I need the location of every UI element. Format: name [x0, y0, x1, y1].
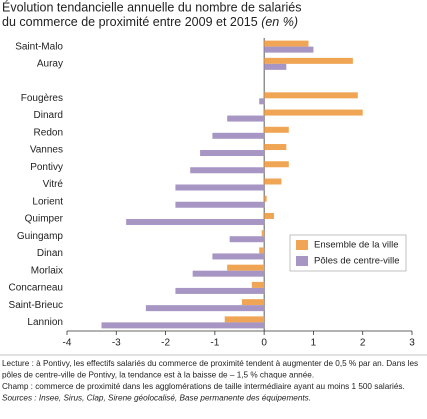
note: Lecture : à Pontivy, les effectifs salar…: [2, 359, 418, 368]
legend-label: Ensemble de la ville: [314, 240, 399, 251]
y-tick-label: Morlaix: [31, 265, 63, 276]
subtitle-unit: (en %): [261, 15, 298, 29]
bar: [264, 195, 267, 202]
bar: [212, 253, 265, 260]
bar: [264, 212, 274, 219]
x-tick-label: 2: [360, 338, 366, 349]
bar: [175, 184, 265, 191]
y-tick-label: Vitré: [43, 179, 64, 190]
y-tick-label: Redon: [34, 127, 63, 138]
y-tick-label: Concarneau: [9, 283, 63, 294]
bar: [212, 132, 265, 139]
bar: [264, 144, 287, 151]
chart-title: Évolution tendancielle annuelle du nombr…: [2, 0, 302, 14]
bar: [241, 299, 265, 306]
bar: [224, 316, 265, 323]
chart-subtitle: du commerce de proximité entre 2009 et 2…: [2, 15, 298, 29]
y-tick-label: Guingamp: [17, 231, 64, 242]
subtitle-text: du commerce de proximité entre 2009 et 2…: [2, 15, 258, 29]
bar: [200, 150, 265, 157]
bar: [264, 161, 289, 168]
bar: [101, 322, 265, 329]
note: pôles de centre-ville de Pontivy, la ten…: [2, 371, 314, 380]
x-tick-label: 1: [311, 338, 317, 349]
bar: [251, 281, 265, 288]
bar: [192, 270, 265, 277]
y-tick-label: Saint-Brieuc: [9, 300, 63, 311]
y-tick-label: Saint-Malo: [15, 41, 63, 52]
y-tick-label: Fougères: [21, 93, 63, 104]
bar: [126, 218, 265, 225]
bar: [264, 109, 363, 116]
bar: [175, 287, 265, 294]
legend-swatch: [296, 240, 308, 250]
bar: [261, 230, 265, 237]
bar: [264, 46, 314, 53]
legend-label: Pôles de centre-ville: [314, 256, 400, 267]
x-tick-label: -3: [112, 338, 121, 349]
legend-box: [289, 234, 407, 272]
x-tick-label: -4: [63, 338, 72, 349]
bar: [264, 178, 282, 185]
bar: [190, 167, 265, 174]
y-tick-label: Quimper: [25, 214, 64, 225]
bar: [264, 92, 358, 99]
bar: [145, 305, 265, 312]
y-tick-label: Dinard: [34, 110, 63, 121]
x-tick-label: 0: [261, 338, 267, 349]
bar: [229, 236, 265, 243]
y-tick-label: Auray: [37, 58, 63, 69]
legend-swatch: [296, 256, 308, 266]
bar: [227, 115, 265, 122]
bar: [227, 264, 265, 271]
x-tick-label: -1: [210, 338, 219, 349]
bar: [264, 63, 287, 70]
note: Champ : commerce de proximité dans les a…: [2, 382, 405, 391]
bar: [264, 126, 289, 133]
note: Sources : Insee, Sirus, Clap, Sirene géo…: [2, 394, 311, 403]
x-tick-label: 3: [409, 338, 415, 349]
y-tick-label: Dinan: [37, 248, 63, 259]
bar: [175, 201, 265, 208]
y-tick-label: Vannes: [30, 145, 63, 156]
bar: [259, 98, 265, 105]
bar: [264, 40, 309, 47]
bar: [264, 57, 353, 64]
y-tick-label: Lorient: [32, 196, 63, 207]
y-tick-label: Lannion: [27, 317, 63, 328]
x-tick-label: -2: [161, 338, 170, 349]
y-tick-label: Pontivy: [30, 162, 63, 173]
bar: [259, 247, 265, 254]
